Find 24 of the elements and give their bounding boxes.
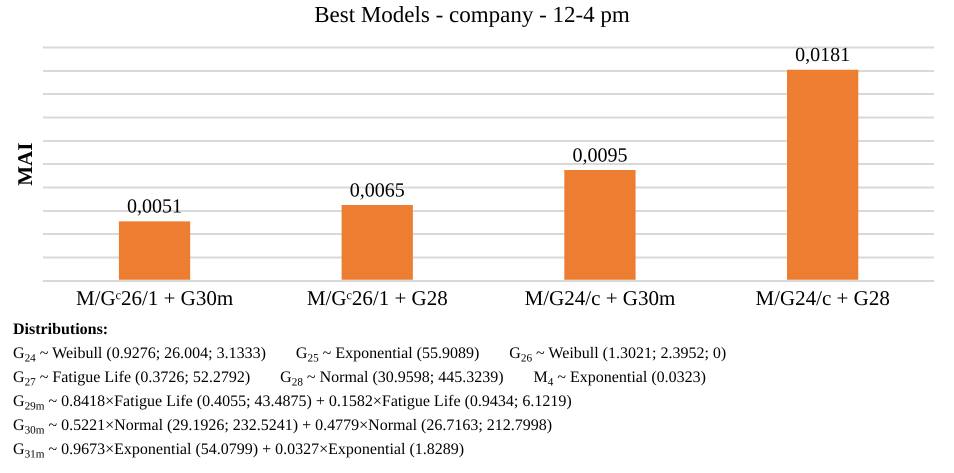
bar xyxy=(564,170,636,280)
text: G$_{25}$ ~ Exponential (55.9089) xyxy=(296,344,480,366)
y-axis-title: MAI xyxy=(13,142,38,186)
bar xyxy=(787,70,858,280)
x-tick-label: M/G24/c + G30m xyxy=(524,286,676,310)
x-tick-label: M/Gᶜ26/1 + G30m xyxy=(76,286,234,310)
data-label: 0,0051 xyxy=(127,196,182,218)
text: M$_{4}$ ~ Exponential (0.0323) xyxy=(534,368,706,390)
data-label: 0,0095 xyxy=(572,144,628,166)
text: G$_{29m}$ ~ 0.8418×Fatigue Life (0.4055; 43.4875) + 0.1582×Fatigue Life (0.9434; 6.1219) xyxy=(13,392,572,414)
x-tick-label: M/G24/c + G28 xyxy=(755,286,890,310)
bar xyxy=(342,205,413,280)
text: G$_{31m}$ ~ 0.9673×Exponential (54.0799) + 0.0327×Exponential (1.8289) xyxy=(13,440,464,462)
data-label: 0,0181 xyxy=(795,44,850,66)
text: G$_{24}$ ~ Weibull (0.9276; 26.004; 3.1333) xyxy=(13,344,266,366)
x-tick-label: M/Gᶜ26/1 + G28 xyxy=(306,286,448,310)
bar xyxy=(118,221,190,280)
text: Distributions: xyxy=(13,320,110,340)
text: G$_{30m}$ ~ 0.5221×Normal (29.1926; 232.5241) + 0.4779×Normal (26.7163; 212.7998) xyxy=(13,416,552,438)
text: G$_{28}$ ~ Normal (30.9598; 445.3239) xyxy=(280,368,504,390)
text: G$_{27}$ ~ Fatigue Life (0.3726; 52.2792) xyxy=(13,368,250,390)
text: G$_{26}$ ~ Weibull (1.3021; 2.3952; 0) xyxy=(509,344,726,366)
chart-title: Best Models - company - 12-4 pm xyxy=(314,2,630,27)
data-label: 0,0065 xyxy=(350,179,405,202)
